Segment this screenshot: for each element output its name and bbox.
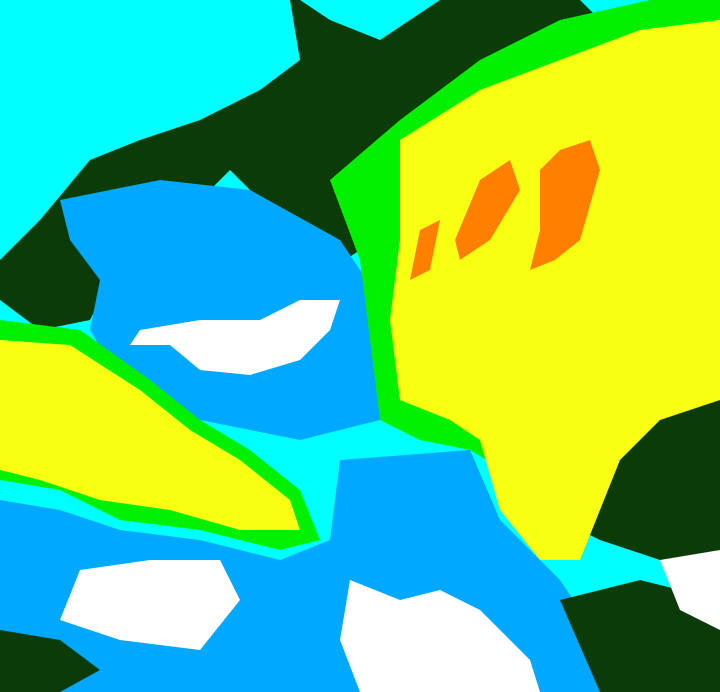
white-cloud-core bbox=[130, 300, 340, 375]
orange-band-2 bbox=[530, 140, 600, 270]
lower-white-1 bbox=[340, 580, 540, 692]
lower-white-2 bbox=[60, 560, 240, 650]
yellow-storm-core bbox=[390, 20, 720, 560]
lower-left-dark bbox=[0, 630, 100, 692]
lower-right-white bbox=[660, 550, 720, 630]
left-yellow-band bbox=[0, 340, 300, 530]
orange-band-1 bbox=[455, 160, 520, 260]
orange-band-3 bbox=[410, 220, 440, 280]
